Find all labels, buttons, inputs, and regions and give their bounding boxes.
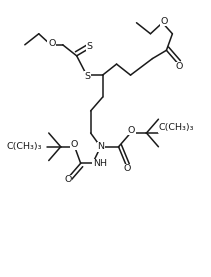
Text: O: O [71, 140, 78, 149]
Text: C(CH₃)₃: C(CH₃)₃ [158, 123, 194, 132]
Text: S: S [87, 42, 93, 51]
Text: O: O [124, 164, 131, 173]
Text: O: O [128, 126, 135, 135]
Text: O: O [176, 62, 183, 71]
Text: O: O [64, 175, 71, 184]
Text: O: O [161, 17, 168, 26]
Text: NH: NH [93, 159, 107, 168]
Text: C(CH₃)₃: C(CH₃)₃ [6, 142, 42, 151]
Text: O: O [48, 39, 55, 48]
Text: N: N [97, 142, 104, 151]
Text: S: S [85, 72, 91, 81]
